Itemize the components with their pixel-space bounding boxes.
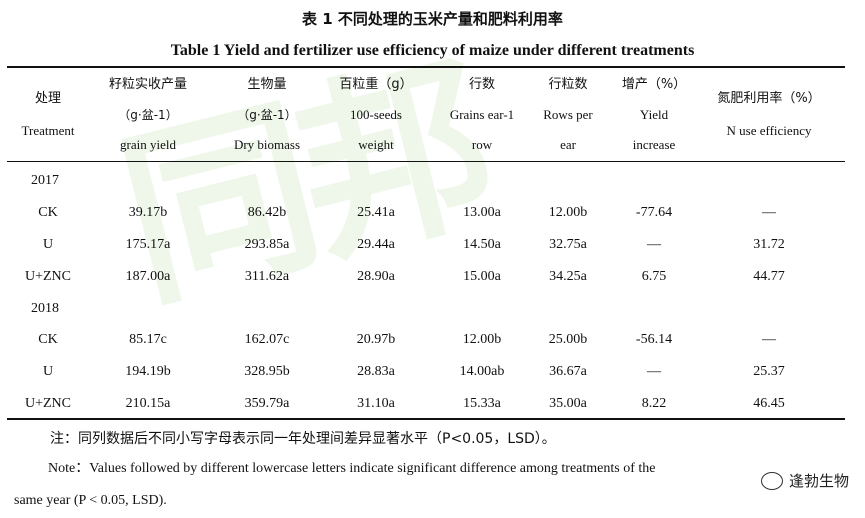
cell: 85.17c bbox=[129, 332, 167, 347]
header-grain-yield-unit: （g·盆-1） bbox=[118, 108, 178, 122]
header-grain-yield-cn: 籽粒实收产量 bbox=[108, 77, 187, 92]
cell: 162.07c bbox=[244, 332, 290, 347]
year-label: 2018 bbox=[31, 301, 59, 316]
cell: 6.75 bbox=[641, 269, 667, 284]
cell: 311.62a bbox=[244, 269, 290, 284]
cell: 14.50a bbox=[463, 237, 501, 252]
header-yield-increase-cn: 增产（%） bbox=[621, 77, 687, 92]
cell: 12.00b bbox=[548, 205, 588, 220]
table-title-cn: 表 1 不同处理的玉米产量和肥料利用率 bbox=[302, 10, 563, 28]
cell: 28.83a bbox=[357, 364, 395, 379]
cell: 187.00a bbox=[125, 269, 171, 284]
header-biomass-cn: 生物量 bbox=[247, 77, 287, 92]
cell: 35.00a bbox=[549, 396, 587, 411]
header-rows-per-ear-en1: Rows per bbox=[543, 107, 593, 122]
brand-watermark: 逢勃生物 bbox=[760, 470, 849, 491]
header-biomass-unit: （g·盆-1） bbox=[237, 108, 297, 122]
cell: 293.85a bbox=[244, 237, 290, 252]
cell: 175.17a bbox=[125, 237, 171, 252]
cell: CK bbox=[38, 205, 58, 220]
header-yield-increase-en2: increase bbox=[632, 137, 676, 152]
header-rule bbox=[7, 161, 845, 162]
header-treatment-en: Treatment bbox=[21, 123, 75, 138]
bottom-rule bbox=[7, 418, 845, 420]
cell: CK bbox=[38, 332, 58, 347]
cell: 44.77 bbox=[753, 269, 785, 284]
table-title-en: Table 1 Yield and fertilizer use efficie… bbox=[170, 42, 695, 59]
cell: — bbox=[762, 332, 776, 347]
header-rows-cn: 行数 bbox=[468, 77, 495, 92]
cell: 210.15a bbox=[125, 396, 171, 411]
cell: 194.19b bbox=[125, 364, 171, 379]
header-n-efficiency-cn: 氮肥利用率（%） bbox=[717, 91, 821, 106]
cell: 39.17b bbox=[128, 205, 168, 220]
cell: 31.72 bbox=[753, 237, 785, 252]
cell: 15.33a bbox=[463, 396, 501, 411]
note-cn: 注：同列数据后不同小写字母表示同一年处理间差异显著水平（P<0.05，LSD）。 bbox=[50, 431, 556, 447]
cell: 46.45 bbox=[753, 396, 785, 411]
cell: 20.97b bbox=[356, 332, 396, 347]
top-rule bbox=[7, 66, 845, 68]
cell: — bbox=[647, 237, 661, 252]
header-n-efficiency-en: N use efficiency bbox=[726, 123, 812, 138]
cell: 86.42b bbox=[247, 205, 287, 220]
cell: U+ZNC bbox=[24, 269, 71, 284]
cell: 328.95b bbox=[244, 364, 290, 379]
header-100seeds-en1: 100-seeds bbox=[350, 107, 402, 122]
cell: 31.10a bbox=[357, 396, 395, 411]
cell: 29.44a bbox=[357, 237, 395, 252]
header-grain-yield-en: grain yield bbox=[120, 137, 176, 152]
brand-name: 逢勃生物 bbox=[788, 472, 849, 490]
cell: 34.25a bbox=[549, 269, 587, 284]
wechat-icon bbox=[760, 471, 783, 490]
cell: 13.00a bbox=[463, 205, 501, 220]
cell: U+ZNC bbox=[24, 396, 71, 411]
cell: 8.22 bbox=[641, 396, 667, 411]
cell: 359.79a bbox=[244, 396, 290, 411]
cell: U bbox=[42, 364, 54, 379]
header-rows-per-ear-cn: 行粒数 bbox=[548, 77, 588, 92]
cell: 15.00a bbox=[463, 269, 501, 284]
header-treatment-cn: 处理 bbox=[34, 91, 61, 106]
cell: 12.00b bbox=[462, 332, 502, 347]
cell: -77.64 bbox=[635, 205, 673, 220]
cell: U bbox=[42, 237, 54, 252]
cell: — bbox=[647, 364, 661, 379]
header-rows-per-ear-en2: ear bbox=[560, 137, 576, 152]
cell: 36.67a bbox=[549, 364, 587, 379]
note-en-line1: Note：Values followed by different lowerc… bbox=[48, 461, 656, 476]
cell: 25.00b bbox=[548, 332, 588, 347]
header-rows-en1: Grains ear-1 bbox=[449, 107, 515, 122]
header-yield-increase-en1: Yield bbox=[639, 107, 669, 122]
header-rows-en2: row bbox=[471, 137, 493, 152]
cell: 25.37 bbox=[753, 364, 785, 379]
header-biomass-en: Dry biomass bbox=[233, 137, 301, 152]
header-100seeds-cn: 百粒重（g） bbox=[339, 77, 413, 92]
note-en-line2: same year (P < 0.05, LSD). bbox=[14, 493, 167, 508]
cell: 32.75a bbox=[549, 237, 587, 252]
header-100seeds-en2: weight bbox=[358, 137, 394, 152]
cell: -56.14 bbox=[635, 332, 673, 347]
cell: — bbox=[762, 205, 776, 220]
cell: 14.00ab bbox=[459, 364, 505, 379]
cell: 25.41a bbox=[357, 205, 395, 220]
year-label: 2017 bbox=[31, 173, 59, 188]
cell: 28.90a bbox=[357, 269, 395, 284]
